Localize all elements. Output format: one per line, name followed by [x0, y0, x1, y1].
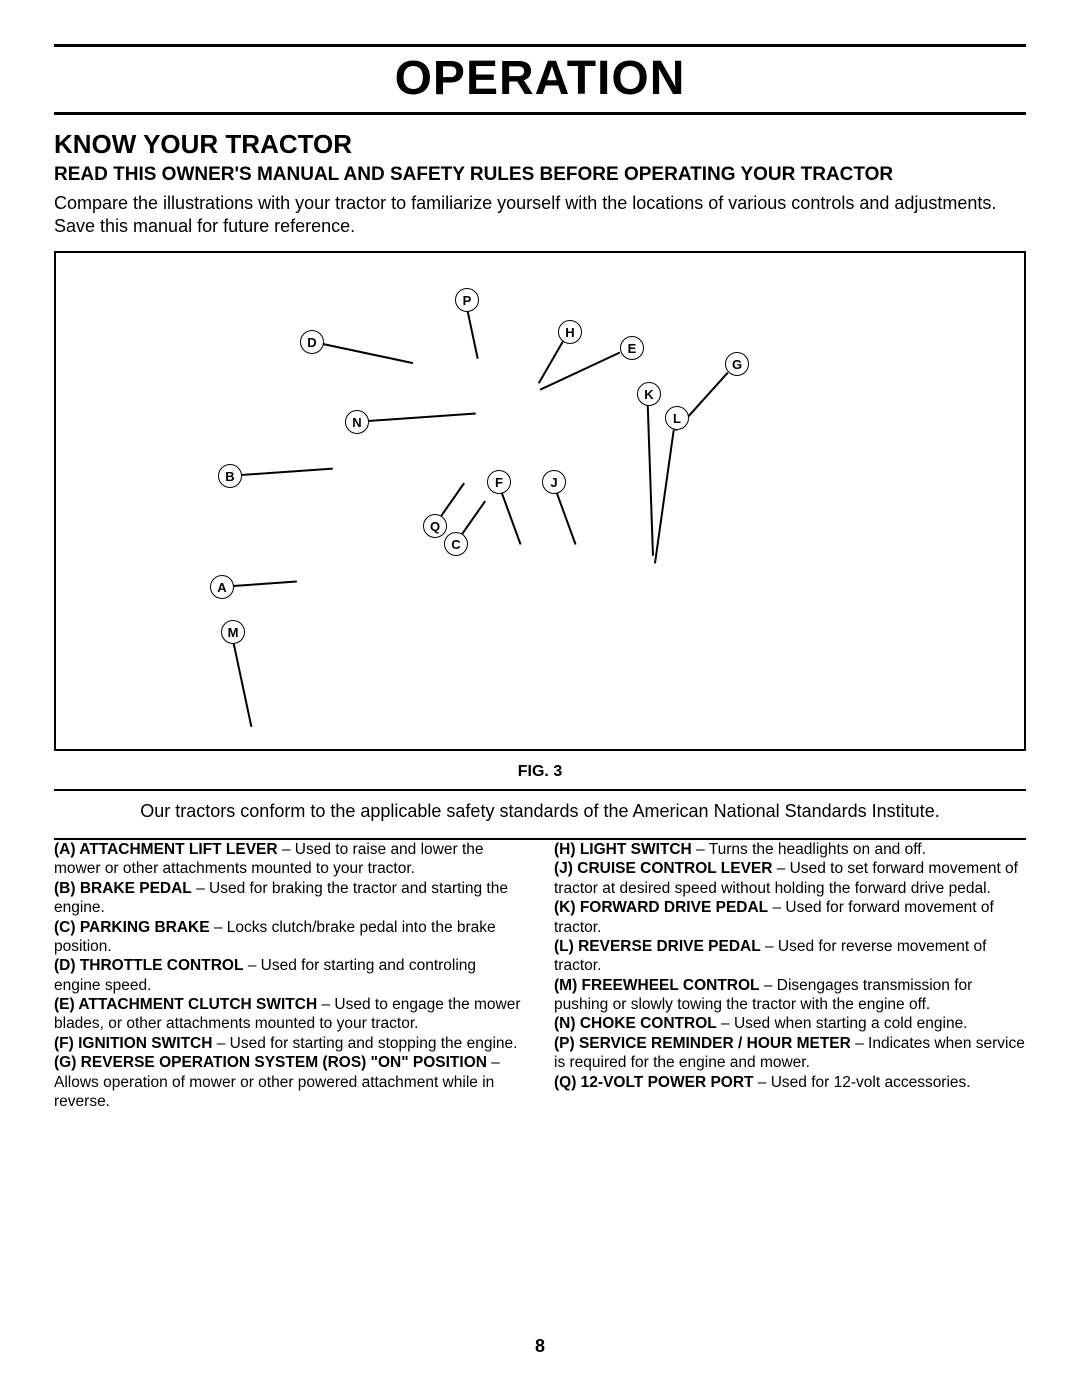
legend-key: (G) REVERSE OPERATION SYSTEM (ROS) "ON" …	[54, 1054, 487, 1071]
legend-key: (E) ATTACHMENT CLUTCH SWITCH	[54, 996, 317, 1013]
legend-key: (H) LIGHT SWITCH	[554, 841, 692, 858]
leader-h	[538, 342, 563, 384]
callout-n: N	[345, 410, 369, 434]
legend-key: (C) PARKING BRAKE	[54, 919, 210, 936]
leader-c	[461, 501, 485, 535]
callout-m: M	[221, 620, 245, 644]
legend-item: (F) IGNITION SWITCH – Used for starting …	[54, 1034, 526, 1053]
callout-q: Q	[423, 514, 447, 538]
legend-col-right: (H) LIGHT SWITCH – Turns the headlights …	[554, 840, 1026, 1111]
legend-desc: – Turns the headlights on and off.	[692, 841, 926, 858]
legend-item: (K) FORWARD DRIVE PEDAL – Used for forwa…	[554, 898, 1026, 937]
legend-item: (P) SERVICE REMINDER / HOUR METER – Indi…	[554, 1034, 1026, 1073]
legend-item: (D) THROTTLE CONTROL – Used for starting…	[54, 956, 526, 995]
callout-e: E	[620, 336, 644, 360]
legend-key: (F) IGNITION SWITCH	[54, 1035, 212, 1052]
leader-l	[655, 430, 675, 564]
legend-item: (B) BRAKE PEDAL – Used for braking the t…	[54, 879, 526, 918]
page-number: 8	[0, 1336, 1080, 1357]
legend-key: (M) FREEWHEEL CONTROL	[554, 977, 760, 994]
legend-col-left: (A) ATTACHMENT LIFT LEVER – Used to rais…	[54, 840, 526, 1111]
standards-text: Our tractors conform to the applicable s…	[54, 801, 1026, 822]
callout-k: K	[637, 382, 661, 406]
legend-key: (N) CHOKE CONTROL	[554, 1015, 717, 1032]
callout-p: P	[455, 288, 479, 312]
intro-text: Compare the illustrations with your trac…	[54, 192, 1026, 237]
legend-item: (E) ATTACHMENT CLUTCH SWITCH – Used to e…	[54, 995, 526, 1034]
callout-d: D	[300, 330, 324, 354]
leader-n	[368, 413, 476, 422]
leader-p	[468, 311, 479, 358]
page-title: OPERATION	[54, 51, 1026, 106]
legend-item: (J) CRUISE CONTROL LEVER – Used to set f…	[554, 859, 1026, 898]
legend-desc: – Used when starting a cold engine.	[717, 1015, 968, 1032]
legend-item: (L) REVERSE DRIVE PEDAL – Used for rever…	[554, 937, 1026, 976]
legend-desc: – Used for starting and stopping the eng…	[212, 1035, 517, 1052]
legend-desc: – Used for 12-volt accessories.	[754, 1074, 971, 1091]
callout-l: L	[665, 406, 689, 430]
legend-columns: (A) ATTACHMENT LIFT LEVER – Used to rais…	[54, 840, 1026, 1111]
leader-m	[234, 643, 253, 726]
leader-d	[323, 344, 413, 365]
legend-item: (N) CHOKE CONTROL – Used when starting a…	[554, 1014, 1026, 1033]
legend-key: (D) THROTTLE CONTROL	[54, 957, 243, 974]
section-subtitle: KNOW YOUR TRACTOR	[54, 129, 1026, 160]
legend-item: (A) ATTACHMENT LIFT LEVER – Used to rais…	[54, 840, 526, 879]
leader-k	[648, 406, 655, 556]
leader-a	[233, 581, 297, 587]
legend-key: (P) SERVICE REMINDER / HOUR METER	[554, 1035, 851, 1052]
callout-a: A	[210, 575, 234, 599]
figure-label: FIG. 3	[54, 763, 1026, 781]
legend-key: (B) BRAKE PEDAL	[54, 880, 192, 897]
leader-j	[556, 493, 576, 545]
legend-key: (Q) 12-VOLT POWER PORT	[554, 1074, 754, 1091]
callout-c: C	[444, 532, 468, 556]
leader-q	[440, 483, 464, 517]
callout-f: F	[487, 470, 511, 494]
diagram-box: PDHEGKLNBFJQCAM	[54, 251, 1026, 751]
legend-key: (J) CRUISE CONTROL LEVER	[554, 860, 772, 877]
title-rule	[54, 112, 1026, 115]
legend-item: (Q) 12-VOLT POWER PORT – Used for 12-vol…	[554, 1073, 1026, 1092]
legend-item: (M) FREEWHEEL CONTROL – Disengages trans…	[554, 976, 1026, 1015]
legend-key: (K) FORWARD DRIVE PEDAL	[554, 899, 768, 916]
section-subtitle-2: READ THIS OWNER'S MANUAL AND SAFETY RULE…	[54, 164, 1026, 186]
leader-f	[501, 493, 521, 545]
callout-j: J	[542, 470, 566, 494]
mid-rule-1	[54, 789, 1026, 791]
top-rule	[54, 44, 1026, 47]
leader-b	[241, 468, 333, 476]
legend-key: (A) ATTACHMENT LIFT LEVER	[54, 841, 278, 858]
legend-item: (H) LIGHT SWITCH – Turns the headlights …	[554, 840, 1026, 859]
legend-item: (C) PARKING BRAKE – Locks clutch/brake p…	[54, 918, 526, 957]
legend-key: (L) REVERSE DRIVE PEDAL	[554, 938, 761, 955]
legend-item: (G) REVERSE OPERATION SYSTEM (ROS) "ON" …	[54, 1053, 526, 1111]
callout-b: B	[218, 464, 242, 488]
